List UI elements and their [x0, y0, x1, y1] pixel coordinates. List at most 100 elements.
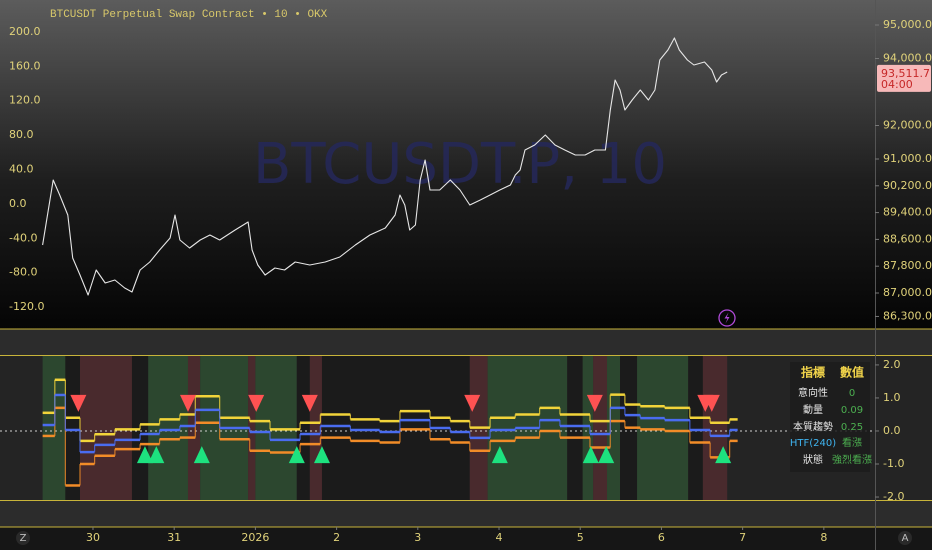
y-tick-label: 88,600.0: [883, 232, 932, 245]
x-tick-label: 7: [739, 531, 746, 544]
buy-signal: [582, 446, 599, 464]
signal-region: [187, 356, 201, 500]
table-value: 0.25: [841, 422, 863, 433]
chart-title: BTCUSDT Perpetual Swap Contract • 10 • O…: [50, 9, 328, 21]
sell-signal: [301, 394, 318, 412]
buy-signal: [598, 446, 615, 464]
y-tick-label: 95,000.0: [883, 18, 932, 31]
y-tick-label: 91,000.0: [883, 152, 932, 165]
sell-signal: [703, 394, 720, 412]
button-label: A: [902, 533, 909, 544]
y2-tick-label: -40.0: [9, 231, 37, 244]
x-tick-label: 5: [577, 531, 584, 544]
signal-region: [255, 356, 297, 500]
buy-signal: [193, 446, 210, 464]
table-label: 本質趨勢: [793, 420, 833, 433]
button-background: [16, 531, 30, 545]
table-background: [790, 362, 870, 472]
x-tick-label: 2: [333, 531, 340, 544]
time-axis: [0, 527, 932, 550]
y-tick-label: 86,300.0: [883, 309, 932, 322]
step-chart: 2.0 1.0 0.0 -1.0 -2.0: [0, 356, 904, 503]
signal-region: [296, 356, 310, 500]
scale-button[interactable]: Z: [16, 531, 30, 545]
price-line: [42, 37, 728, 296]
signal-region: [65, 356, 80, 500]
x-tick-label: 6: [658, 531, 665, 544]
pane-separator: [0, 329, 932, 356]
auto-scale-button[interactable]: A: [898, 531, 912, 545]
table-label: 狀態: [803, 453, 823, 466]
alert-icon[interactable]: [718, 309, 736, 327]
alert-bolt: [724, 312, 730, 324]
y-tick-label: 94,000.0: [883, 51, 932, 64]
buy-signal: [313, 446, 330, 464]
sell-signal: [70, 394, 87, 412]
buy-signal: [288, 446, 305, 464]
sell-signal: [464, 394, 481, 412]
table-header: 數值: [840, 365, 864, 380]
x-tick-label: 31: [167, 531, 181, 544]
y-tick-label: 87,800.0: [883, 259, 932, 272]
watermark: BTCUSDT.P, 10: [253, 132, 667, 197]
sell-signal: [248, 394, 265, 412]
y-tick-label: 89,400.0: [883, 206, 932, 219]
y2-tick-label: 160.0: [9, 59, 41, 72]
buy-signal: [491, 446, 508, 464]
buy-signal: [136, 446, 153, 464]
sell-signal: [586, 394, 603, 412]
last-price-label: 93,511.7: [881, 67, 930, 80]
signal-region: [702, 356, 728, 500]
y-tick-label: -2.0: [883, 490, 904, 503]
x-tick-label: 3: [414, 531, 421, 544]
y-tick-label: 2.0: [883, 358, 901, 371]
signal-region: [79, 356, 132, 500]
sell-signal: [179, 394, 196, 412]
step-series: [42, 393, 738, 454]
pane-separator: [0, 500, 932, 527]
table-label: HTF(240): [790, 438, 836, 449]
x-tick-label: 8: [820, 531, 827, 544]
y2-tick-label: 200.0: [9, 25, 41, 38]
plot-layer: 95,000.0 94,000.0 92,000.0 91,000.0 90,200.0…: [0, 18, 932, 544]
step-series: [42, 406, 738, 487]
button-background: [898, 531, 912, 545]
x-tick-label: 30: [86, 531, 100, 544]
signal-region: [309, 356, 322, 500]
y2-tick-label: -80.0: [9, 266, 37, 279]
signal-region: [42, 356, 66, 500]
alert-circle: [718, 309, 736, 327]
y-tick-label: 90,200.0: [883, 179, 932, 192]
y-tick-label: 1.0: [883, 391, 901, 404]
price-pane: [0, 0, 932, 329]
y2-tick-label: 80.0: [9, 128, 34, 141]
signal-region: [607, 356, 621, 500]
table-label: 動量: [803, 403, 823, 416]
x-tick-label: 4: [496, 531, 503, 544]
y-tick-label: 92,000.0: [883, 118, 932, 131]
indicator-table: 指標 數值 意向性 0 動量 0.09 本質趨勢 0.25 HTF(240) 看…: [790, 362, 872, 472]
buy-signal: [715, 446, 732, 464]
last-price-box: [877, 64, 931, 92]
line-chart: 95,000.0 94,000.0 92,000.0 91,000.0 90,200.0…: [9, 18, 932, 544]
signal-region: [688, 356, 703, 500]
table-label: 意向性: [798, 386, 828, 399]
button-label: Z: [20, 533, 27, 544]
y2-tick-label: -120.0: [9, 300, 44, 313]
table-value: 看漲: [842, 436, 862, 449]
table-value: 0.09: [841, 405, 863, 416]
signal-region: [593, 356, 608, 500]
table-header: 指標: [801, 365, 825, 380]
y-tick-label: 0.0: [883, 424, 901, 437]
y-tick-label: 87,000.0: [883, 286, 932, 299]
x-tick-label: 2026: [241, 531, 269, 544]
signal-region: [567, 356, 583, 500]
y2-tick-label: 120.0: [9, 94, 41, 107]
step-series: [42, 378, 738, 443]
signal-region: [637, 356, 689, 500]
countdown-label: 04:00: [881, 78, 913, 91]
y2-tick-label: 0.0: [9, 197, 27, 210]
table-value: 強烈看漲: [832, 453, 872, 466]
buy-signal: [148, 446, 165, 464]
